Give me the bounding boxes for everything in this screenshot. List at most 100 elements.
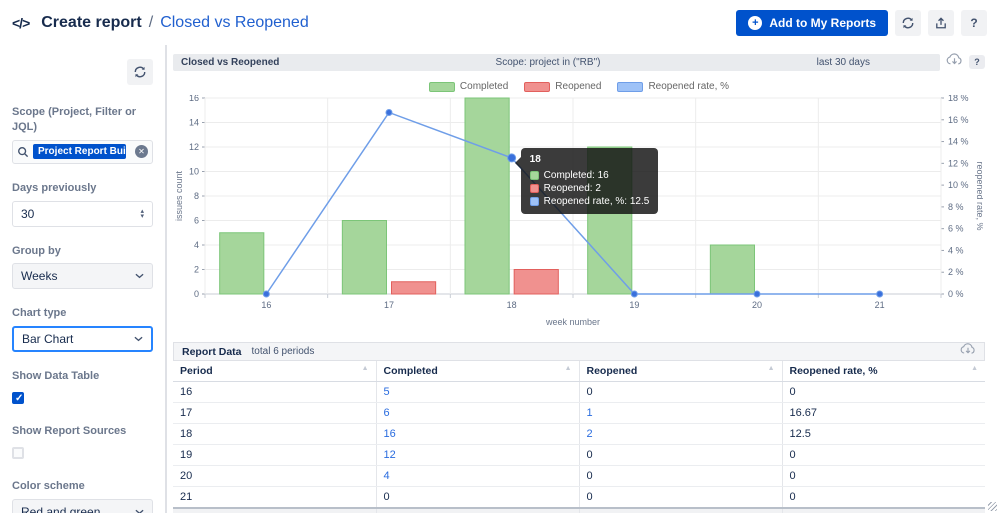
number-stepper[interactable]: ▴ ▾ [140,207,144,220]
table-cell[interactable]: 4 [375,465,579,487]
svg-text:6: 6 [194,216,199,226]
chevron-down-icon [135,274,144,279]
group-by-value: Weeks [21,269,58,284]
table-cell[interactable]: 2 [578,423,782,445]
column-header-reopened-rate[interactable]: Reopened rate, % ▲ [781,361,985,382]
column-header-completed[interactable]: Completed ▲ [375,361,579,382]
table-cell: 20 [173,465,376,487]
table-cell[interactable]: 5 [375,381,579,403]
svg-text:12: 12 [189,142,199,152]
chart-period: last 30 days [816,56,870,68]
chart-title: Closed vs Reopened [181,56,280,68]
download-table-button[interactable] [960,342,976,361]
refresh-button[interactable] [895,9,921,36]
top-header: </> Create report / Closed vs Reopened +… [0,0,999,45]
total-rate [781,507,985,513]
table-row: 20 4 0 0 [173,465,985,487]
clear-scope-icon[interactable]: ✕ [135,145,148,159]
svg-text:19: 19 [629,300,639,310]
column-label: Reopened [586,365,638,377]
legend-item[interactable]: Completed [428,81,509,92]
issue-count-link[interactable]: 12 [383,449,396,461]
table-row: 18 16 2 12.5 [173,423,985,445]
table-cell[interactable]: 1 [578,402,782,424]
legend-item[interactable]: Reopened rate, % [617,81,729,92]
show-data-table-checkbox[interactable] [12,392,24,405]
table-cell[interactable]: 6 [375,402,579,424]
show-report-sources-checkbox[interactable] [12,446,24,459]
report-data-bar: Report Data total 6 periods [173,342,985,361]
plus-icon: + [748,15,763,30]
chart-legend: Completed Reopened Reopened rate, % [173,80,985,93]
table-cell: 16.67 [781,402,985,424]
days-previously-input[interactable]: 30 ▴ ▾ [12,200,153,227]
sort-icon: ▲ [971,365,978,372]
cloud-download-icon [960,343,975,354]
svg-text:0: 0 [194,289,199,299]
legend-swatch [524,81,551,92]
report-name: Closed vs Reopened [160,13,309,31]
svg-text:week number: week number [545,317,600,327]
refresh-icon [902,17,914,28]
resize-handle[interactable] [988,502,997,511]
color-scheme-label: Color scheme [12,479,85,492]
issue-count-link[interactable]: 2 [586,428,593,440]
legend-item[interactable]: Reopened [524,81,601,92]
total-reopened: 3 [578,507,782,513]
chart-help-button[interactable]: ? [969,55,985,69]
help-button[interactable]: ? [961,9,987,36]
table-cell[interactable]: 16 [375,423,579,445]
download-chart-button[interactable] [946,52,963,72]
add-to-my-reports-label: Add to My Reports [769,15,876,30]
legend-label: Reopened [555,81,602,92]
svg-text:0 %: 0 % [948,289,964,299]
issue-count-link[interactable]: 6 [383,407,390,419]
export-icon [936,16,946,28]
table-cell: 21 [173,486,376,509]
page-title: Create report [41,13,142,31]
svg-text:2 %: 2 % [948,267,964,277]
group-by-select[interactable]: Weeks [12,263,153,290]
svg-text:issues count: issues count [174,170,184,221]
export-button[interactable] [928,9,954,36]
table-cell[interactable]: 12 [375,444,579,466]
column-label: Reopened rate, % [789,365,878,377]
chart-type-label: Chart type [12,307,67,320]
stepper-down-icon[interactable]: ▾ [140,212,144,220]
closed-vs-reopened-chart: 0 2 4 6 8 10 12 14 16 0 % 2 % 4 % 6 % 8 % 10 % 12 % 14 %… [174,93,985,327]
legend-label: Completed [459,81,509,92]
issue-count-link[interactable]: 4 [383,470,390,482]
sidebar-refresh-button[interactable] [127,59,153,85]
column-header-reopened[interactable]: Reopened ▲ [578,361,782,382]
svg-text:2: 2 [194,265,199,275]
report-data-subtitle: total 6 periods [251,346,315,357]
total-completed: 43 [375,507,579,513]
report-table-body: 16 5 0 0 17 6 1 16.67 18 16 2 12.5 19 12 0 0 20 4 0 0 21 0 0 0 [173,381,985,509]
scope-input[interactable]: Project Report Builder (R... ✕ [12,139,153,164]
table-cell: 17 [173,402,376,424]
svg-text:18: 18 [507,300,517,310]
column-header-period[interactable]: Period ▲ [173,361,376,382]
sort-icon: ▲ [564,365,572,372]
chart-type-select[interactable]: Bar Chart [12,326,153,353]
table-cell: 0 [781,486,985,509]
add-to-my-reports-button[interactable]: + Add to My Reports [736,9,888,36]
stepper-up-icon[interactable]: ▴ [140,207,144,215]
report-data-panel: Report Data total 6 periods Period ▲ Comp… [173,342,985,513]
header-actions: + Add to My Reports ? [736,9,987,36]
table-total-row: 43 3 [173,507,985,513]
main-area: Closed vs Reopened Scope: project in ("R… [167,45,999,513]
color-scheme-select[interactable]: Red and green [12,498,153,513]
color-scheme-value: Red and green [21,504,101,513]
days-previously-value: 30 [21,206,35,221]
issue-count-link[interactable]: 1 [586,407,593,419]
issue-count-link[interactable]: 16 [383,428,396,440]
svg-text:16: 16 [261,300,271,310]
svg-text:14 %: 14 % [948,137,969,147]
svg-text:14: 14 [189,118,199,128]
refresh-icon [134,66,146,78]
table-row: 17 6 1 16.67 [173,402,985,424]
svg-text:12 %: 12 % [948,158,969,168]
issue-count-link[interactable]: 5 [383,386,390,398]
table-cell: 0 [578,444,782,466]
